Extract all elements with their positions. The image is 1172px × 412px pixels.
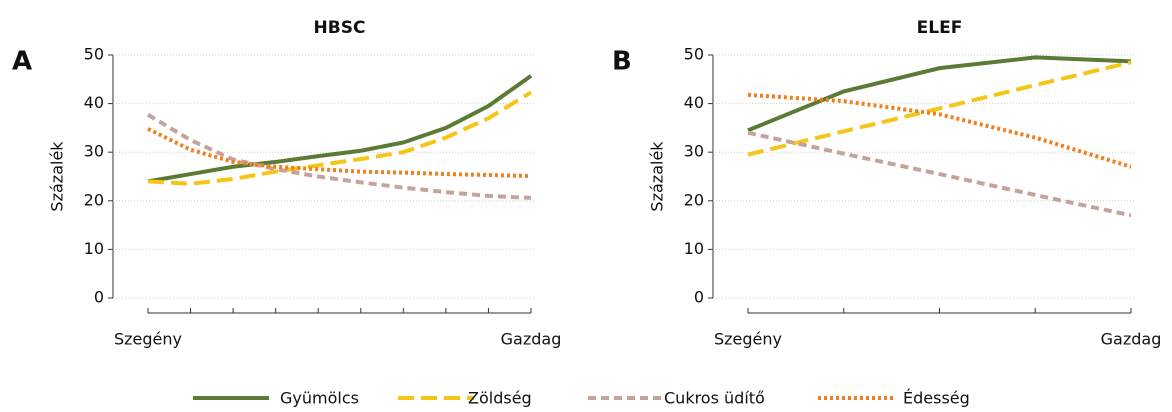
- series-line: [747, 60, 1132, 157]
- chart-title: HBSC: [314, 18, 366, 38]
- series-line: [747, 92, 1132, 169]
- panel-label: B: [612, 47, 632, 77]
- y-tick-label: 40: [84, 93, 104, 112]
- panel-label: A: [12, 47, 32, 77]
- legend-label: Cukros üdítő: [664, 389, 765, 408]
- y-tick-label: 30: [684, 142, 704, 161]
- series-line: [146, 113, 532, 200]
- series-line: [147, 127, 532, 179]
- y-tick-label: 0: [694, 288, 704, 307]
- series-line: [747, 55, 1132, 133]
- y-tick-label: 50: [684, 45, 704, 64]
- x-tick-label: Szegény: [114, 330, 182, 349]
- x-tick-label: Gazdag: [501, 330, 562, 349]
- series-line: [747, 130, 1132, 218]
- x-tick-label: Gazdag: [1101, 330, 1162, 349]
- chart-title: ELEF: [917, 18, 963, 38]
- y-tick-label: 50: [84, 45, 104, 64]
- series-line: [147, 74, 533, 184]
- x-tick-label: Szegény: [714, 330, 782, 349]
- y-tick-label: 0: [94, 288, 104, 307]
- series-line: [147, 90, 533, 186]
- y-tick-label: 10: [84, 239, 104, 258]
- y-axis-label: Százalék: [48, 141, 67, 212]
- y-axis-label: Százalék: [648, 141, 667, 212]
- y-tick-label: 10: [684, 239, 704, 258]
- y-tick-label: 20: [84, 190, 104, 209]
- legend-label: Zöldség: [468, 389, 532, 408]
- legend-label: Édesség: [903, 389, 970, 408]
- y-tick-label: 20: [684, 190, 704, 209]
- y-tick-label: 30: [84, 142, 104, 161]
- y-tick-label: 40: [684, 93, 704, 112]
- legend-label: Gyümölcs: [280, 389, 359, 408]
